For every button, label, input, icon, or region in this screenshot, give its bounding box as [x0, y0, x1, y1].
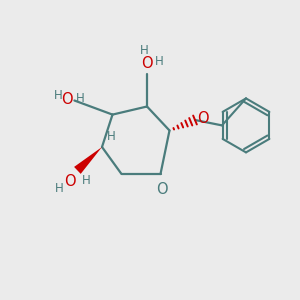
- Text: O: O: [61, 92, 73, 106]
- Text: H: H: [155, 55, 164, 68]
- Text: H: H: [82, 174, 91, 187]
- Text: H: H: [53, 88, 62, 102]
- Text: H: H: [76, 92, 85, 106]
- Text: O: O: [156, 182, 168, 196]
- Polygon shape: [74, 147, 102, 174]
- Text: H: H: [55, 182, 64, 195]
- Text: O: O: [64, 174, 76, 189]
- Text: H: H: [140, 44, 148, 57]
- Text: H: H: [106, 130, 115, 142]
- Text: O: O: [141, 56, 153, 71]
- Text: O: O: [197, 111, 208, 126]
